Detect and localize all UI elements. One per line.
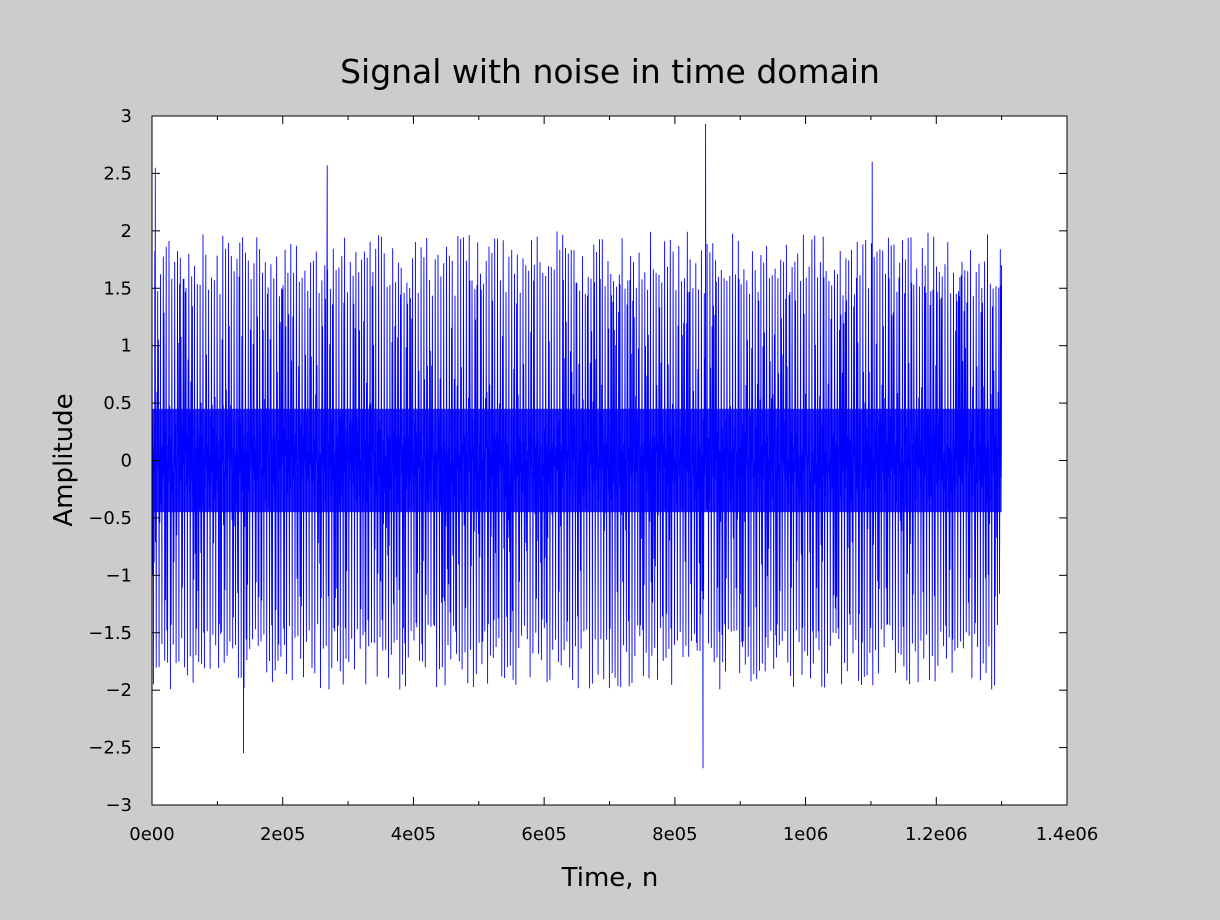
y-tick-label: −2: [105, 680, 132, 701]
signal-series: [151, 123, 1003, 769]
y-tick-label: 2.5: [103, 163, 132, 184]
x-tick-label: 6e05: [521, 824, 566, 845]
chart-title: Signal with noise in time domain: [340, 52, 880, 91]
x-axis-label: Time, n: [561, 863, 659, 893]
x-tick-label: 4e05: [391, 824, 436, 845]
x-tick-label: 1.2e06: [905, 824, 968, 845]
signal-dense-band: [152, 408, 1002, 513]
y-tick-label: −2.5: [88, 738, 132, 759]
x-tick-label: 8e05: [652, 824, 697, 845]
y-tick-label: −0.5: [88, 508, 132, 529]
y-tick-label: −1: [105, 565, 132, 586]
axis-ticks: 0e00 2e05 4e05 6e05 8e05 1e06 1.2e06 1.4e06 3 2.5…: [88, 106, 1098, 845]
y-tick-label: 0: [121, 451, 132, 472]
y-tick-label: −1.5: [88, 623, 132, 644]
y-tick-label: −3: [105, 795, 132, 816]
y-axis-label: Amplitude: [49, 393, 79, 526]
x-tick-label: 2e05: [260, 824, 305, 845]
y-tick-label: 1.5: [103, 278, 132, 299]
x-tick-label: 1.4e06: [1036, 824, 1099, 845]
y-tick-label: 2: [121, 221, 132, 242]
y-tick-label: 0.5: [103, 393, 132, 414]
x-tick-label: 0e00: [129, 824, 174, 845]
y-tick-label: 3: [121, 106, 132, 127]
x-tick-label: 1e06: [783, 824, 828, 845]
signal-line: [151, 123, 1003, 769]
y-tick-label: 1: [121, 336, 132, 357]
